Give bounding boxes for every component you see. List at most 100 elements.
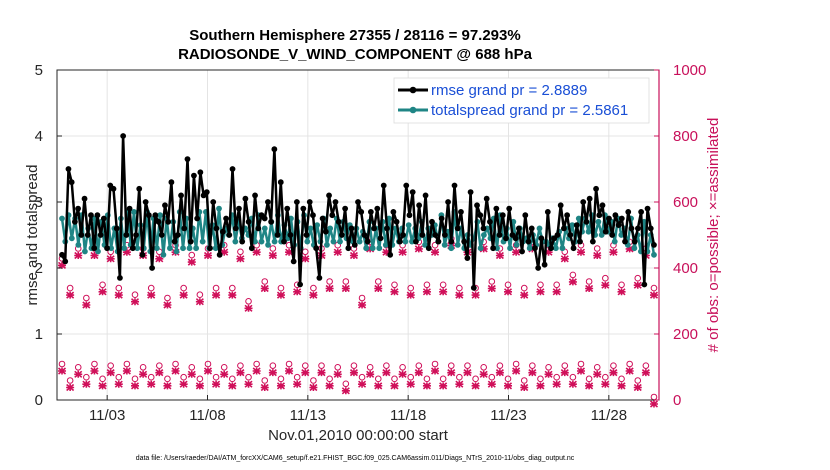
rmse-point: [396, 238, 403, 245]
totalspread-point: [405, 222, 412, 229]
obs-possible-marker: [423, 281, 431, 289]
rmse-point: [191, 172, 197, 179]
obs-possible-marker: [147, 373, 155, 381]
obs-possible-marker: [212, 284, 220, 292]
obs-assimilated-marker: [268, 369, 277, 377]
rmse-point: [615, 222, 622, 229]
totalspread-point: [513, 242, 520, 248]
rmse-point: [252, 192, 258, 199]
rmse-point: [142, 199, 149, 205]
rmse-point: [207, 245, 213, 252]
obs-possible-marker: [366, 364, 374, 371]
obs-assimilated-marker: [568, 278, 577, 286]
obs-assimilated-marker: [179, 291, 188, 299]
rmse-point: [380, 182, 387, 189]
obs-assimilated-marker: [220, 370, 229, 378]
obs-possible-marker: [488, 373, 496, 381]
y-right-tick-label: 400: [673, 260, 698, 277]
rmse-point: [451, 182, 458, 189]
totalspread-point: [536, 225, 543, 232]
rmse-point: [239, 238, 246, 245]
totalspread-point: [559, 245, 566, 252]
rmse-point: [496, 232, 503, 238]
obs-assimilated-marker: [536, 382, 545, 390]
rmse-point: [638, 209, 645, 215]
rmse-point: [88, 212, 94, 219]
chart-title-line1: Southern Hemisphere 27355 / 28116 = 97.2…: [189, 27, 520, 44]
totalspread-point: [327, 225, 334, 232]
obs-possible-marker: [480, 364, 487, 371]
rmse-point: [213, 225, 220, 232]
obs-assimilated-marker: [601, 281, 610, 289]
rmse-point: [519, 248, 525, 255]
rmse-point: [425, 245, 432, 252]
obs-possible-marker: [139, 364, 147, 371]
rmse-point: [384, 225, 390, 232]
obs-possible-marker: [520, 377, 528, 384]
rmse-point: [236, 205, 242, 212]
totalspread-point: [552, 245, 559, 252]
rmse-point: [586, 195, 593, 202]
rmse-point: [464, 255, 471, 261]
y-right-tick-label: 600: [673, 194, 698, 211]
rmse-point: [281, 238, 287, 245]
rmse-point: [78, 232, 85, 238]
rmse-point: [342, 205, 349, 212]
obs-possible-marker: [131, 375, 139, 383]
obs-assimilated-marker: [325, 284, 334, 293]
obs-assimilated-marker: [471, 291, 480, 299]
obs-possible-marker: [585, 278, 593, 285]
chart-title-line2: RADIOSONDE_V_WIND_COMPONENT @ 688 hPa: [178, 46, 533, 63]
obs-possible-marker: [318, 362, 325, 369]
obs-assimilated-marker: [609, 369, 618, 377]
y-left-tick-label: 0: [35, 392, 43, 409]
obs-assimilated-marker: [374, 382, 383, 390]
rmse-point: [438, 215, 445, 222]
rmse-point: [487, 218, 493, 225]
obs-assimilated-marker: [487, 284, 496, 293]
rmse-point: [515, 225, 522, 232]
totalspread-point: [265, 242, 271, 248]
obs-possible-marker: [310, 284, 317, 292]
rmse-point: [113, 225, 120, 232]
obs-possible-marker: [123, 360, 131, 368]
rmse-point: [261, 215, 268, 222]
obs-assimilated-marker: [139, 370, 148, 378]
rmse-point: [168, 179, 175, 186]
rmse-point: [570, 245, 577, 252]
obs-assimilated-marker: [57, 367, 67, 375]
rmse-point: [310, 212, 316, 219]
obs-assimilated-marker: [98, 382, 107, 390]
totalspread-point: [271, 238, 278, 245]
obs-assimilated-marker: [130, 298, 140, 306]
rmse-point: [332, 199, 339, 205]
obs-assimilated-marker: [325, 382, 334, 390]
obs-possible-marker: [585, 375, 593, 383]
rmse-point: [313, 245, 320, 252]
obs-assimilated-marker: [301, 255, 310, 263]
rmse-point: [351, 242, 358, 248]
obs-assimilated-marker: [244, 304, 253, 312]
totalspread-point: [569, 222, 576, 229]
rmse-point: [622, 238, 628, 245]
obs-possible-marker: [545, 364, 552, 371]
obs-assimilated-marker: [633, 281, 642, 289]
obs-possible-marker: [496, 362, 504, 369]
obs-possible-marker: [634, 377, 642, 384]
rmse-point: [335, 218, 342, 225]
rmse-point: [651, 242, 657, 248]
obs-possible-marker: [383, 362, 390, 369]
rmse-point: [223, 215, 229, 222]
obs-possible-marker: [358, 294, 366, 302]
rmse-point: [474, 202, 480, 209]
obs-assimilated-marker: [439, 288, 448, 296]
obs-assimilated-marker: [130, 382, 140, 390]
totalspread-point: [575, 215, 582, 222]
obs-assimilated-marker: [633, 383, 642, 392]
rmse-point: [532, 245, 538, 252]
rmse-point: [123, 232, 130, 238]
obs-possible-marker: [439, 375, 447, 383]
obs-assimilated-marker: [593, 251, 602, 260]
obs-possible-marker: [464, 362, 471, 369]
obs-assimilated-marker: [114, 380, 123, 388]
